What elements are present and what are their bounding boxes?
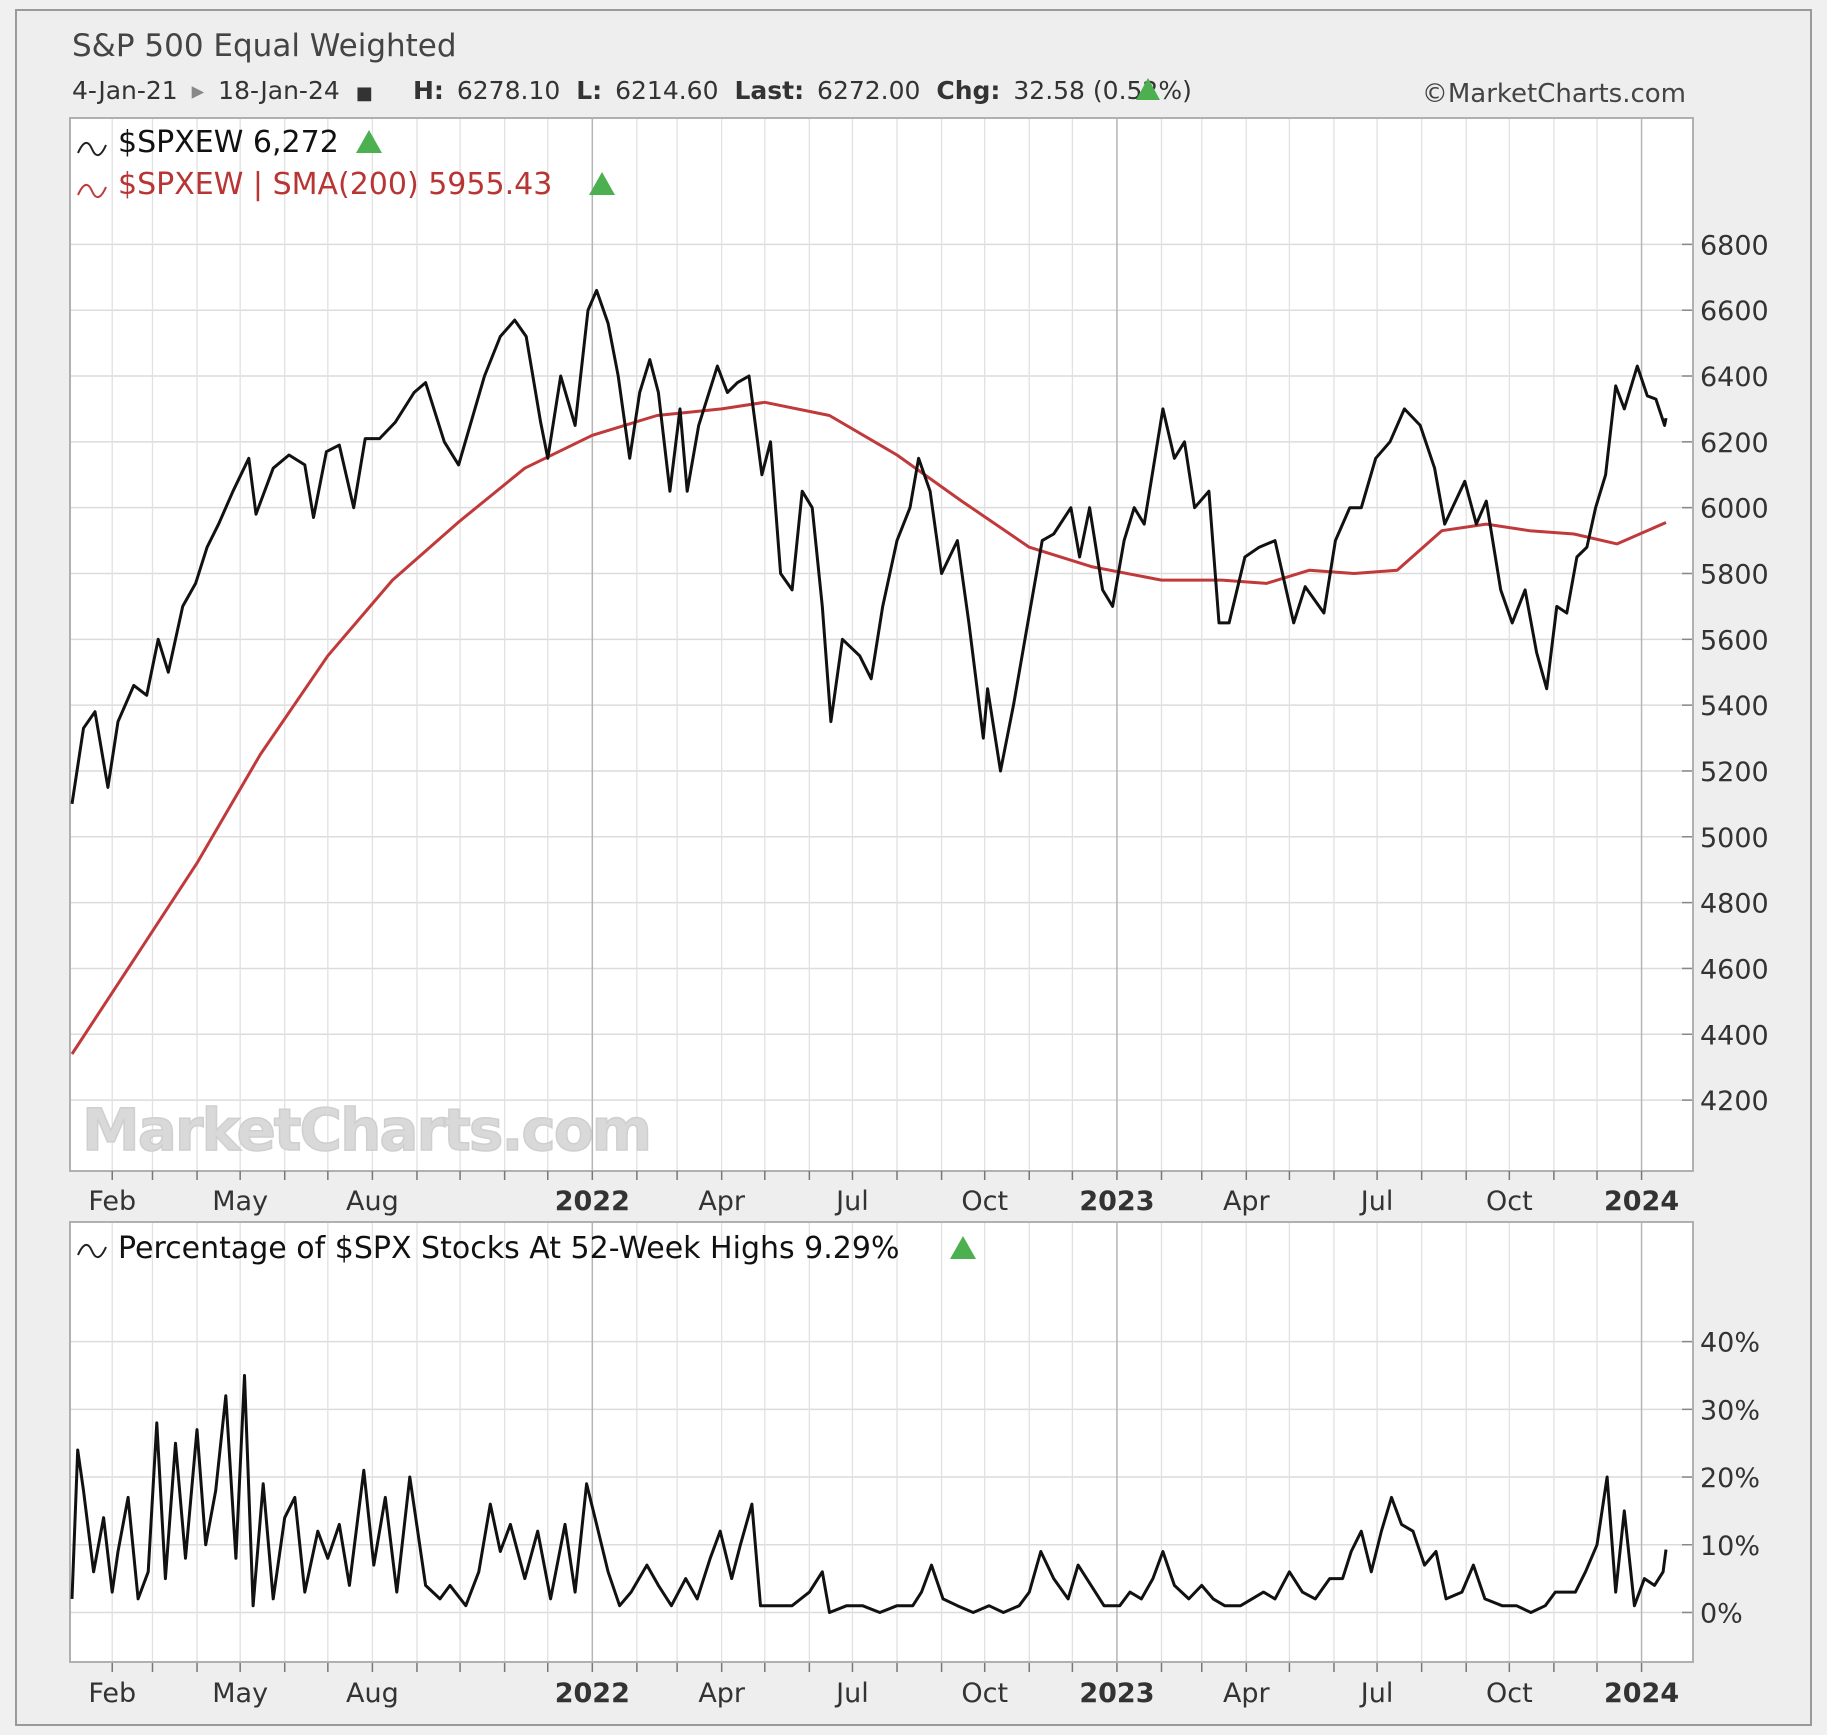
spxew-price-line	[70, 288, 1668, 805]
stat-low-label: L:	[576, 76, 602, 105]
x-tick-label: Jul	[834, 1186, 869, 1217]
y-tick-label: 20%	[1700, 1463, 1760, 1494]
price-y-axis: 4200 4400 4600 4800 5000 5200 5400 5600 5800 6000…	[1682, 230, 1769, 1117]
x-tick-label: 2023	[1079, 1186, 1154, 1217]
x-tick-label: Apr	[1223, 1186, 1271, 1217]
stat-low-value: 6214.60	[615, 76, 718, 105]
stat-chg-label: Chg:	[936, 76, 1000, 105]
x-tick-label: May	[212, 1186, 268, 1217]
x-tick-label: Jul	[1359, 1678, 1394, 1709]
breadth-legend-label: Percentage of $SPX Stocks At 52-Week Hig…	[118, 1231, 899, 1266]
x-tick-label: Apr	[1223, 1678, 1271, 1709]
y-tick-label: 10%	[1700, 1531, 1760, 1562]
x-tick-label: Aug	[346, 1186, 399, 1217]
y-tick-label: 0%	[1700, 1598, 1743, 1629]
x-tick-label: Oct	[1486, 1186, 1533, 1217]
price-legend-label: $SPXEW 6,272	[118, 125, 339, 160]
breadth-legend-line-icon	[77, 1244, 107, 1258]
x-tick-label: May	[212, 1678, 268, 1709]
price-legend-line-icon	[77, 142, 107, 156]
y-tick-label: 4800	[1700, 889, 1769, 920]
x-tick-label: 2024	[1604, 1678, 1679, 1709]
x-tick-label: Jul	[1359, 1186, 1394, 1217]
x-tick-label: 2022	[555, 1678, 630, 1709]
x-tick-label: Apr	[698, 1678, 746, 1709]
ohlc-stats: H: 6278.10 L: 6214.60 Last: 6272.00 Chg:…	[413, 76, 1192, 105]
date-start: 4-Jan-21	[72, 76, 178, 105]
x-tick-label: Apr	[698, 1186, 746, 1217]
y-tick-label: 6800	[1700, 230, 1769, 261]
x-tick-label: 2022	[555, 1186, 630, 1217]
sma-legend-line-icon	[77, 184, 107, 198]
header-up-arrow-icon	[1136, 78, 1160, 100]
breadth-grid	[71, 1223, 1692, 1661]
breadth-legend-up-arrow-icon	[950, 1236, 976, 1259]
x-tick-label: Oct	[1486, 1678, 1533, 1709]
price-x-axis: Feb May Aug 2022 Apr Jul Oct 2023 Apr Jul Oct 2024	[88, 1171, 1679, 1217]
y-tick-label: 6000	[1700, 494, 1769, 525]
sma-legend-label: $SPXEW | SMA(200) 5955.43	[118, 167, 552, 202]
stat-high-label: H:	[413, 76, 444, 105]
y-tick-label: 6600	[1700, 296, 1769, 327]
y-tick-label: 5400	[1700, 691, 1769, 722]
x-tick-label: Oct	[961, 1678, 1008, 1709]
separator-square-icon: ■	[356, 83, 373, 104]
x-tick-label: 2024	[1604, 1186, 1679, 1217]
price-legend: $SPXEW 6,272 $SPXEW | SMA(200) 5955.43	[77, 125, 615, 202]
sma-200-line	[70, 400, 1667, 1055]
y-tick-label: 5200	[1700, 757, 1769, 788]
x-tick-label: Jul	[834, 1678, 869, 1709]
stat-chg-value: 32.58 (0.52%)	[1013, 76, 1191, 105]
date-range: 4-Jan-21 ▸ 18-Jan-24 ■	[72, 76, 373, 105]
y-tick-label: 30%	[1700, 1395, 1760, 1426]
x-tick-label: Aug	[346, 1678, 399, 1709]
x-tick-label: Feb	[88, 1678, 136, 1709]
breadth-x-axis: Feb May Aug 2022 Apr Jul Oct 2023 Apr Jul Oct 2024	[88, 1663, 1679, 1709]
price-panel	[69, 117, 1694, 1172]
y-tick-label: 5600	[1700, 625, 1769, 656]
price-grid	[71, 119, 1692, 1170]
stat-high-value: 6278.10	[457, 76, 560, 105]
copyright: ©MarketCharts.com	[1422, 79, 1686, 109]
y-tick-label: 4200	[1700, 1086, 1769, 1117]
stat-last-label: Last:	[734, 76, 804, 105]
y-tick-label: 6400	[1700, 362, 1769, 393]
breadth-legend: Percentage of $SPX Stocks At 52-Week Hig…	[77, 1231, 976, 1266]
chart-title: S&P 500 Equal Weighted	[72, 28, 457, 64]
x-tick-label: 2023	[1079, 1678, 1154, 1709]
y-tick-label: 4600	[1700, 954, 1769, 985]
breadth-panel	[69, 1221, 1694, 1663]
price-legend-up-arrow-icon	[356, 130, 382, 153]
range-arrow-icon: ▸	[192, 76, 205, 105]
y-tick-label: 40%	[1700, 1328, 1760, 1359]
y-tick-label: 6200	[1700, 428, 1769, 459]
x-tick-label: Feb	[88, 1186, 136, 1217]
breadth-y-axis: 0% 10% 20% 30% 40%	[1682, 1328, 1760, 1629]
watermark: MarketCharts.com	[82, 1096, 650, 1164]
date-end: 18-Jan-24	[218, 76, 340, 105]
x-tick-label: Oct	[961, 1186, 1008, 1217]
sma-legend-up-arrow-icon	[589, 172, 615, 195]
breadth-line	[70, 1374, 1668, 1614]
stat-last-value: 6272.00	[817, 76, 920, 105]
y-tick-label: 5800	[1700, 559, 1769, 590]
y-tick-label: 5000	[1700, 823, 1769, 854]
y-tick-label: 4400	[1700, 1020, 1769, 1051]
